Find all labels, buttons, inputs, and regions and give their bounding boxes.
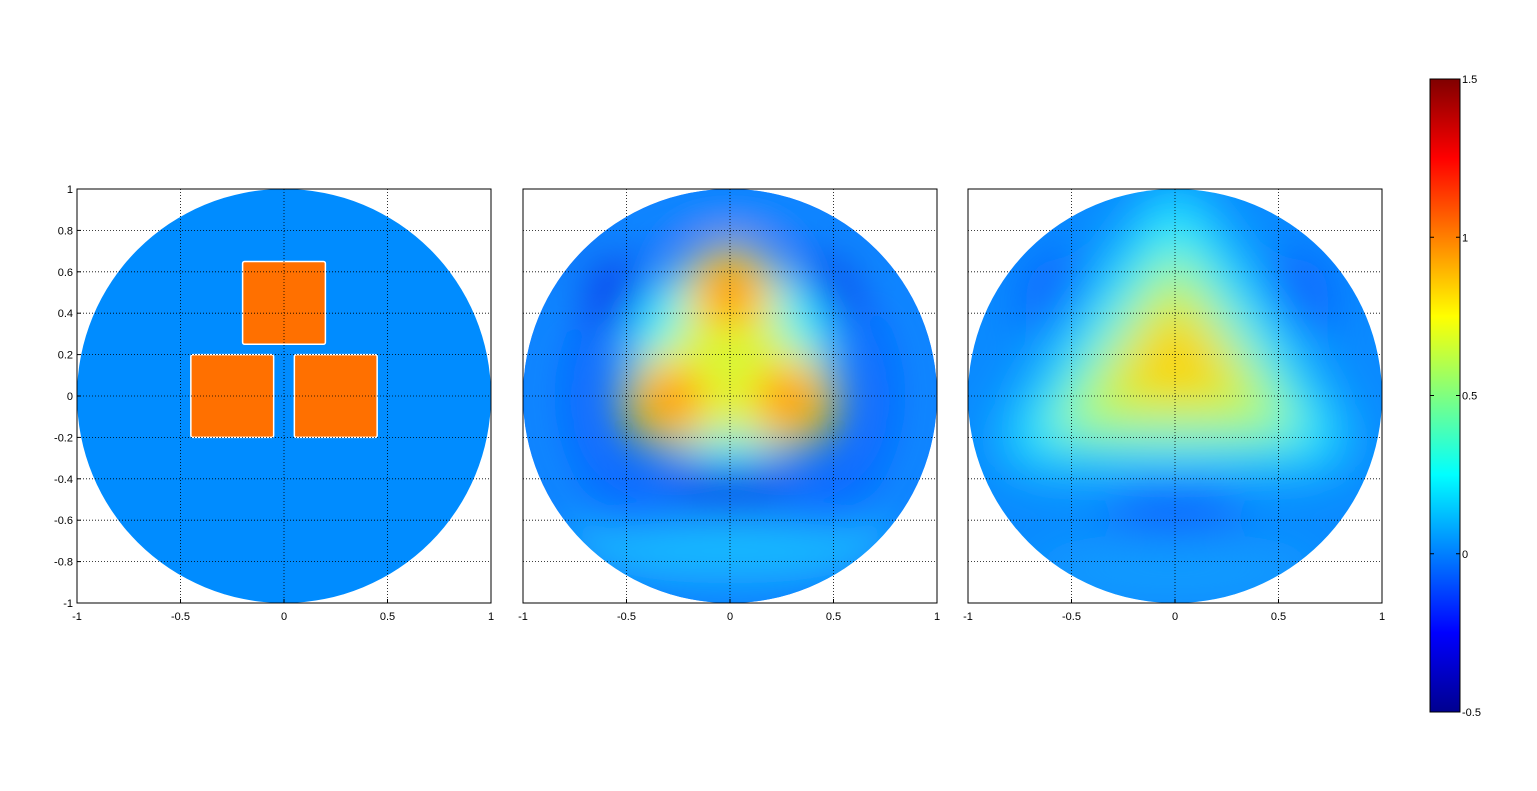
x-tick-label: 0 [281, 611, 287, 623]
plot-panel-1: -1 -0.5 0 0.5 1 -1 -0.8 -0.6 -0.4 -0.2 0 0.2 0.4 0.6… [54, 184, 494, 623]
peak-right [767, 378, 811, 422]
x-tick-label: -0.5 [617, 611, 636, 623]
plot-panel-3: -1 -0.5 0 0.5 1 [963, 188, 1385, 623]
y-tick-label: 0.6 [58, 267, 73, 279]
x-tick-label: 1 [934, 611, 940, 623]
y-tick-label: 0 [67, 391, 73, 403]
colorbar: -0.5 0 0.5 1 1.5 [1429, 74, 1481, 719]
triangle-core-3 [1107, 295, 1245, 400]
x-axis-ticks-1: -1 -0.5 0 0.5 1 [72, 599, 494, 623]
colorbar-tick-label: -0.5 [1462, 707, 1481, 719]
x-axis-ticks-2: -1 -0.5 0 0.5 1 [518, 599, 940, 623]
x-tick-label: 0.5 [1271, 611, 1286, 623]
x-tick-label: 0.5 [826, 611, 841, 623]
bottom-band-2 [560, 520, 900, 570]
x-tick-label: -1 [963, 611, 973, 623]
colorbar-tick-label: 1.5 [1462, 74, 1477, 86]
x-tick-label: -0.5 [1062, 611, 1081, 623]
x-tick-label: 0 [1172, 611, 1178, 623]
x-tick-label: 0 [727, 611, 733, 623]
y-tick-label: -0.6 [54, 515, 73, 527]
y-tick-label: 1 [67, 184, 73, 196]
y-tick-label: -0.4 [54, 474, 73, 486]
y-tick-label: 0.2 [58, 350, 73, 362]
y-tick-label: -0.8 [54, 557, 73, 569]
x-tick-label: 0.5 [380, 611, 395, 623]
x-tick-label: -1 [518, 611, 528, 623]
colorbar-ticks: -0.5 0 0.5 1 1.5 [1430, 74, 1481, 719]
colorbar-gradient [1429, 78, 1461, 713]
colorbar-tick-label: 0.5 [1462, 391, 1477, 403]
x-axis-ticks-3: -1 -0.5 0 0.5 1 [963, 599, 1385, 623]
peak-left [649, 378, 693, 422]
y-tick-label: 0.8 [58, 225, 73, 237]
grid-3 [967, 188, 1383, 604]
y-tick-label: 0.4 [58, 308, 73, 320]
y-tick-label: -0.2 [54, 432, 73, 444]
low-bottom-3 [1105, 470, 1245, 530]
x-tick-label: 1 [488, 611, 494, 623]
inclusion-left [190, 353, 275, 439]
low-region-2 [670, 457, 790, 507]
y-axis-ticks-1: -1 -0.8 -0.6 -0.4 -0.2 0 0.2 0.4 0.6 0.8 1 [54, 184, 81, 610]
plot-panel-2: -1 -0.5 0 0.5 1 [518, 188, 940, 623]
colorbar-tick-label: 1 [1462, 232, 1468, 244]
y-tick-label: -1 [63, 598, 73, 610]
x-tick-label: -1 [72, 611, 82, 623]
x-tick-label: -0.5 [171, 611, 190, 623]
colorbar-tick-label: 0 [1462, 549, 1468, 561]
x-tick-label: 1 [1379, 611, 1385, 623]
